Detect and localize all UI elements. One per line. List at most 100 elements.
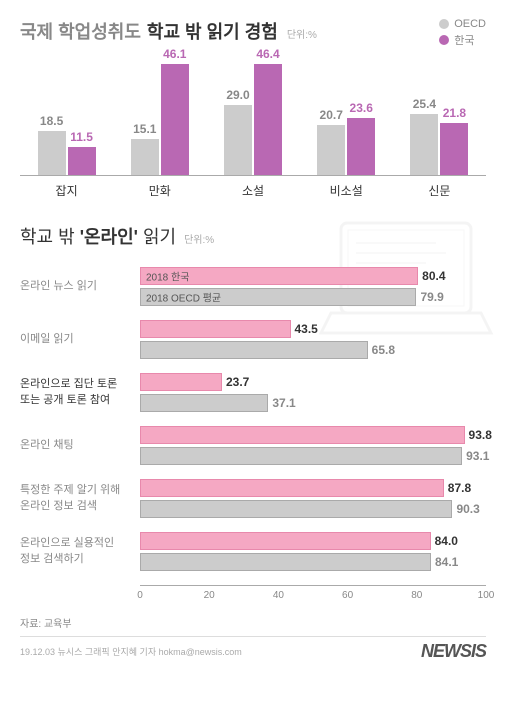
- bar-group: 18.511.5: [20, 131, 113, 175]
- bar-korea: 46.4: [254, 64, 282, 175]
- chart1-category-label: 신문: [393, 182, 486, 199]
- hbar-label: 이메일 읽기: [20, 332, 140, 347]
- hbar-value: 87.8: [448, 481, 471, 495]
- chart2-unit: 단위:%: [184, 235, 214, 246]
- hbar-bars: 2018 한국80.42018 OECD 평균79.9: [140, 267, 486, 306]
- chart1-category-label: 소설: [206, 182, 299, 199]
- bar-group: 15.146.1: [113, 64, 206, 175]
- bar-oecd: 25.4: [410, 114, 438, 175]
- axis-tick: 60: [342, 590, 353, 601]
- hbar-label: 온라인으로 실용적인정보 검색하기: [20, 536, 140, 567]
- chart2-axis: 020406080100: [140, 585, 486, 601]
- legend-korea: 한국: [439, 32, 486, 48]
- hbar-value: 65.8: [372, 343, 395, 357]
- chart1-legend: OECD 한국: [439, 18, 486, 48]
- hbar-oecd: 84.1: [140, 553, 431, 571]
- legend-korea-label: 한국: [454, 32, 474, 48]
- hbar-korea: 93.8: [140, 426, 465, 444]
- hbar-value: 23.7: [226, 375, 249, 389]
- bar-value: 25.4: [413, 97, 436, 111]
- chart2-title-prefix: 학교 밖: [20, 227, 80, 247]
- hbar-value: 37.1: [272, 396, 295, 410]
- hbar-value: 80.4: [422, 269, 445, 283]
- bar-korea: 46.1: [161, 64, 189, 175]
- chart1-title-gray: 국제 학업성취도: [20, 18, 141, 44]
- hbar-value: 43.5: [295, 322, 318, 336]
- chart1-category-label: 만화: [113, 182, 206, 199]
- chart2-title: 학교 밖 '온라인' 읽기 단위:%: [20, 223, 486, 249]
- chart1-labels: 잡지만화소설비소설신문: [20, 182, 486, 199]
- chart2-title-suffix: 읽기: [138, 227, 176, 247]
- hbar-bars: 93.893.1: [140, 426, 486, 465]
- chart2: 학교 밖 '온라인' 읽기 단위:% 온라인 뉴스 읽기2018 한국80.42…: [20, 223, 486, 601]
- chart2-title-quote: '온라인': [80, 227, 138, 247]
- hbar-value: 93.8: [469, 428, 492, 442]
- hbar-row: 온라인 뉴스 읽기2018 한국80.42018 OECD 평균79.9: [20, 267, 486, 306]
- axis-tick: 20: [204, 590, 215, 601]
- bar-value: 46.4: [256, 47, 279, 61]
- hbar-value: 79.9: [420, 290, 443, 304]
- hbar-korea: 84.0: [140, 532, 431, 550]
- bar-value: 46.1: [163, 47, 186, 61]
- bar-korea: 21.8: [440, 123, 468, 175]
- series-label-oecd: 2018 OECD 평균: [146, 290, 221, 305]
- hbar-korea: 87.8: [140, 479, 444, 497]
- chart1-header: 국제 학업성취도 학교 밖 읽기 경험 단위:% OECD 한국: [20, 18, 486, 48]
- hbar-oecd: 2018 OECD 평균79.9: [140, 288, 416, 306]
- legend-dot-oecd: [439, 19, 449, 29]
- chart1-category-label: 비소설: [300, 182, 393, 199]
- bar-korea: 11.5: [68, 147, 96, 175]
- hbar-oecd: 37.1: [140, 394, 268, 412]
- bar-value: 29.0: [226, 88, 249, 102]
- hbar-korea: 43.5: [140, 320, 291, 338]
- hbar-bars: 87.8 90.3: [140, 479, 486, 518]
- chart1-title-group: 국제 학업성취도 학교 밖 읽기 경험 단위:%: [20, 18, 439, 44]
- hbar-label: 온라인 채팅: [20, 438, 140, 453]
- hbar-value: 84.0: [435, 534, 458, 548]
- hbar-label: 온라인으로 집단 토론또는 공개 토론 참여: [20, 377, 140, 408]
- bar-value: 15.1: [133, 122, 156, 136]
- bar-group: 29.046.4: [206, 64, 299, 175]
- hbar-row: 온라인으로 집단 토론또는 공개 토론 참여 23.7 37.1: [20, 373, 486, 412]
- legend-oecd: OECD: [439, 18, 486, 30]
- hbar-korea: 2018 한국80.4: [140, 267, 418, 285]
- legend-dot-korea: [439, 35, 449, 45]
- axis-tick: 80: [411, 590, 422, 601]
- footer-credit: 19.12.03 뉴시스 그래픽 안지혜 기자 hokma@newsis.com: [20, 645, 242, 658]
- series-label-korea: 2018 한국: [146, 269, 189, 284]
- chart1-bars: 18.511.515.146.129.046.420.723.625.421.8: [20, 56, 486, 176]
- footer: 자료: 교육부 19.12.03 뉴시스 그래픽 안지혜 기자 hokma@ne…: [20, 615, 486, 662]
- axis-tick: 0: [137, 590, 143, 601]
- bar-oecd: 15.1: [131, 139, 159, 175]
- hbar-label: 특정한 주제 알기 위해온라인 정보 검색: [20, 483, 140, 514]
- bar-value: 21.8: [443, 106, 466, 120]
- hbar-bars: 43.5 65.8: [140, 320, 486, 359]
- axis-tick: 100: [478, 590, 495, 601]
- hbar-bars: 84.0 84.1: [140, 532, 486, 571]
- bar-oecd: 29.0: [224, 105, 252, 175]
- hbar-value: 93.1: [466, 449, 489, 463]
- hbar-row: 이메일 읽기43.565.8: [20, 320, 486, 359]
- hbar-value: 84.1: [435, 555, 458, 569]
- bar-value: 11.5: [70, 130, 93, 144]
- footer-source: 자료: 교육부: [20, 615, 486, 630]
- hbar-label: 온라인 뉴스 읽기: [20, 279, 140, 294]
- axis-tick: 40: [273, 590, 284, 601]
- chart1-title-dark: 학교 밖 읽기 경험: [147, 18, 278, 44]
- bar-group: 20.723.6: [300, 118, 393, 175]
- hbar-row: 특정한 주제 알기 위해온라인 정보 검색87.890.3: [20, 479, 486, 518]
- chart1-unit: 단위:%: [287, 26, 317, 41]
- hbar-oecd: 93.1: [140, 447, 462, 465]
- bar-value: 20.7: [320, 108, 343, 122]
- hbar-row: 온라인 채팅93.893.1: [20, 426, 486, 465]
- bar-oecd: 20.7: [317, 125, 345, 175]
- bar-korea: 23.6: [347, 118, 375, 175]
- bar-value: 23.6: [350, 101, 373, 115]
- footer-brand: NEWSIS: [421, 641, 486, 662]
- chart1-category-label: 잡지: [20, 182, 113, 199]
- hbar-bars: 23.7 37.1: [140, 373, 486, 412]
- hbar-value: 90.3: [456, 502, 479, 516]
- bar-group: 25.421.8: [393, 114, 486, 175]
- hbar-oecd: 65.8: [140, 341, 368, 359]
- legend-oecd-label: OECD: [454, 18, 486, 30]
